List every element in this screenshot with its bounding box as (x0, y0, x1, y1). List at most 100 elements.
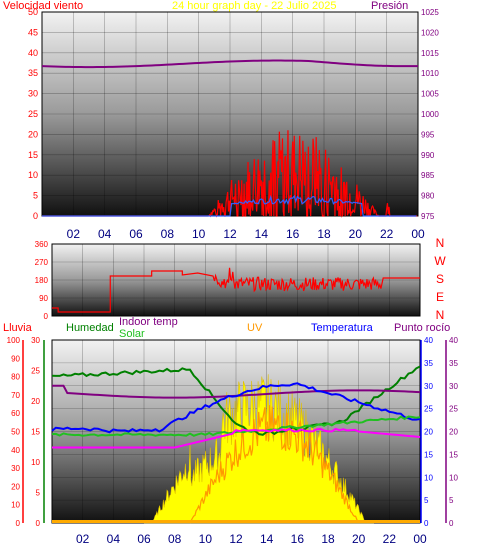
time-tick-label: 04 (98, 227, 112, 241)
direction-tick-label: 0 (44, 312, 49, 321)
pressure-tick-label: 995 (421, 130, 435, 139)
pressure-tick-label: 1025 (421, 8, 439, 17)
solar-series (144, 374, 374, 524)
rain-tick-label: 100 (7, 336, 21, 345)
wind-tick-label: 5 (33, 191, 38, 201)
direction-tick-label: 180 (35, 276, 49, 285)
compass-label: N (436, 236, 445, 250)
rain-tick-label: 20 (11, 482, 20, 491)
temperature-tick-label: 15 (424, 450, 433, 459)
time-tick-label: 20 (352, 532, 366, 546)
rain-tick-label: 60 (11, 409, 20, 418)
temperature-title: Temperatura (311, 322, 374, 334)
dew-tick-label: 10 (449, 473, 458, 482)
rain-axis-labels: 0 10 20 30 40 50 60 70 80 90 100 (7, 336, 21, 528)
direction-axis-labels: 0 90 180 270 360 (35, 240, 49, 321)
time-tick-label: 18 (317, 227, 331, 241)
pressure-title: Presión (371, 0, 408, 12)
wind-tick-label: 10 (28, 170, 38, 180)
graph-date-title: 24 hour graph day - 22 Julio 2025 (172, 0, 337, 12)
pressure-tick-label: 985 (421, 171, 435, 180)
time-tick-label: 16 (286, 227, 300, 241)
time-tick-label: 00 (411, 227, 425, 241)
compass-label: E (436, 290, 444, 304)
solar-title: Solar (119, 328, 145, 340)
wind-tick-label: 0 (33, 211, 38, 221)
humidity-tick-label: 10 (31, 458, 40, 467)
rain-tick-label: 80 (11, 373, 20, 382)
dew-tick-label: 5 (449, 496, 454, 505)
uv-series (189, 405, 359, 524)
direction-tick-label: 360 (35, 240, 49, 249)
temperature-humidity-panel: Lluvia Humedad Indoor temp Solar UV Temp… (3, 316, 458, 546)
time-tick-label: 02 (67, 227, 81, 241)
top-time-axis: 02 04 06 08 10 12 14 16 18 20 22 00 (67, 227, 425, 241)
temperature-tick-label: 10 (424, 473, 433, 482)
rain-tick-label: 0 (16, 519, 21, 528)
humidity-axis-labels: 0 5 10 15 20 25 30 (31, 336, 40, 528)
humidity-tick-label: 20 (31, 397, 40, 406)
time-tick-label: 18 (321, 532, 335, 546)
dew-tick-label: 15 (449, 450, 458, 459)
time-tick-label: 04 (107, 532, 121, 546)
time-tick-label: 16 (291, 532, 305, 546)
pressure-tick-label: 980 (421, 192, 435, 201)
compass-label: W (434, 254, 446, 268)
rain-tick-label: 70 (11, 391, 20, 400)
time-tick-label: 22 (380, 227, 394, 241)
bottom-time-axis: 02 04 06 08 10 12 14 16 18 20 22 00 (76, 532, 427, 546)
compass-label: N (436, 308, 445, 322)
rain-tick-label: 40 (11, 446, 20, 455)
temperature-tick-label: 0 (424, 519, 429, 528)
temperature-series (51, 382, 421, 434)
temperature-tick-label: 40 (424, 336, 433, 345)
wind-tick-label: 40 (28, 48, 38, 58)
dew-tick-label: 30 (449, 382, 458, 391)
indoor-temp-title: Indoor temp (119, 316, 178, 328)
temperature-tick-label: 25 (424, 405, 433, 414)
rain-tick-label: 90 (11, 354, 20, 363)
time-tick-label: 08 (168, 532, 182, 546)
direction-tick-label: 270 (35, 258, 49, 267)
dew-tick-label: 25 (449, 405, 458, 414)
rain-tick-label: 10 (11, 501, 20, 510)
pressure-tick-label: 1015 (421, 49, 439, 58)
time-tick-label: 06 (129, 227, 143, 241)
dew-point-title: Punto rocío (394, 322, 450, 334)
humidity-tick-label: 5 (36, 489, 41, 498)
wind-tick-label: 50 (28, 7, 38, 17)
wind-direction-series (52, 267, 420, 313)
time-tick-label: 12 (229, 532, 243, 546)
humidity-tick-label: 15 (31, 428, 40, 437)
time-tick-label: 12 (223, 227, 237, 241)
time-tick-label: 10 (199, 532, 213, 546)
rain-title: Lluvia (3, 322, 33, 334)
time-tick-label: 10 (192, 227, 206, 241)
wind-tick-label: 45 (28, 27, 38, 37)
humidity-series (51, 365, 421, 436)
compass-label: S (436, 272, 444, 286)
wind-tick-label: 20 (28, 129, 38, 139)
time-tick-label: 08 (161, 227, 175, 241)
humidity-tick-label: 25 (31, 367, 40, 376)
time-tick-label: 02 (76, 532, 90, 546)
rain-tick-label: 50 (11, 428, 20, 437)
humidity-tick-label: 0 (36, 519, 41, 528)
time-tick-label: 00 (413, 532, 427, 546)
rain-baseline (52, 520, 420, 523)
humidity-tick-label: 30 (31, 336, 40, 345)
wind-speed-title: Velocidad viento (3, 0, 83, 12)
pressure-tick-label: 1020 (421, 28, 439, 37)
wind-tick-label: 15 (28, 150, 38, 160)
uv-title: UV (247, 322, 263, 334)
temperature-tick-label: 35 (424, 359, 433, 368)
wind-tick-label: 35 (28, 68, 38, 78)
pressure-tick-label: 1000 (421, 110, 439, 119)
time-tick-label: 14 (255, 227, 269, 241)
pressure-tick-label: 990 (421, 151, 435, 160)
wind-average-series (42, 194, 417, 217)
time-tick-label: 22 (383, 532, 397, 546)
time-tick-label: 14 (260, 532, 274, 546)
